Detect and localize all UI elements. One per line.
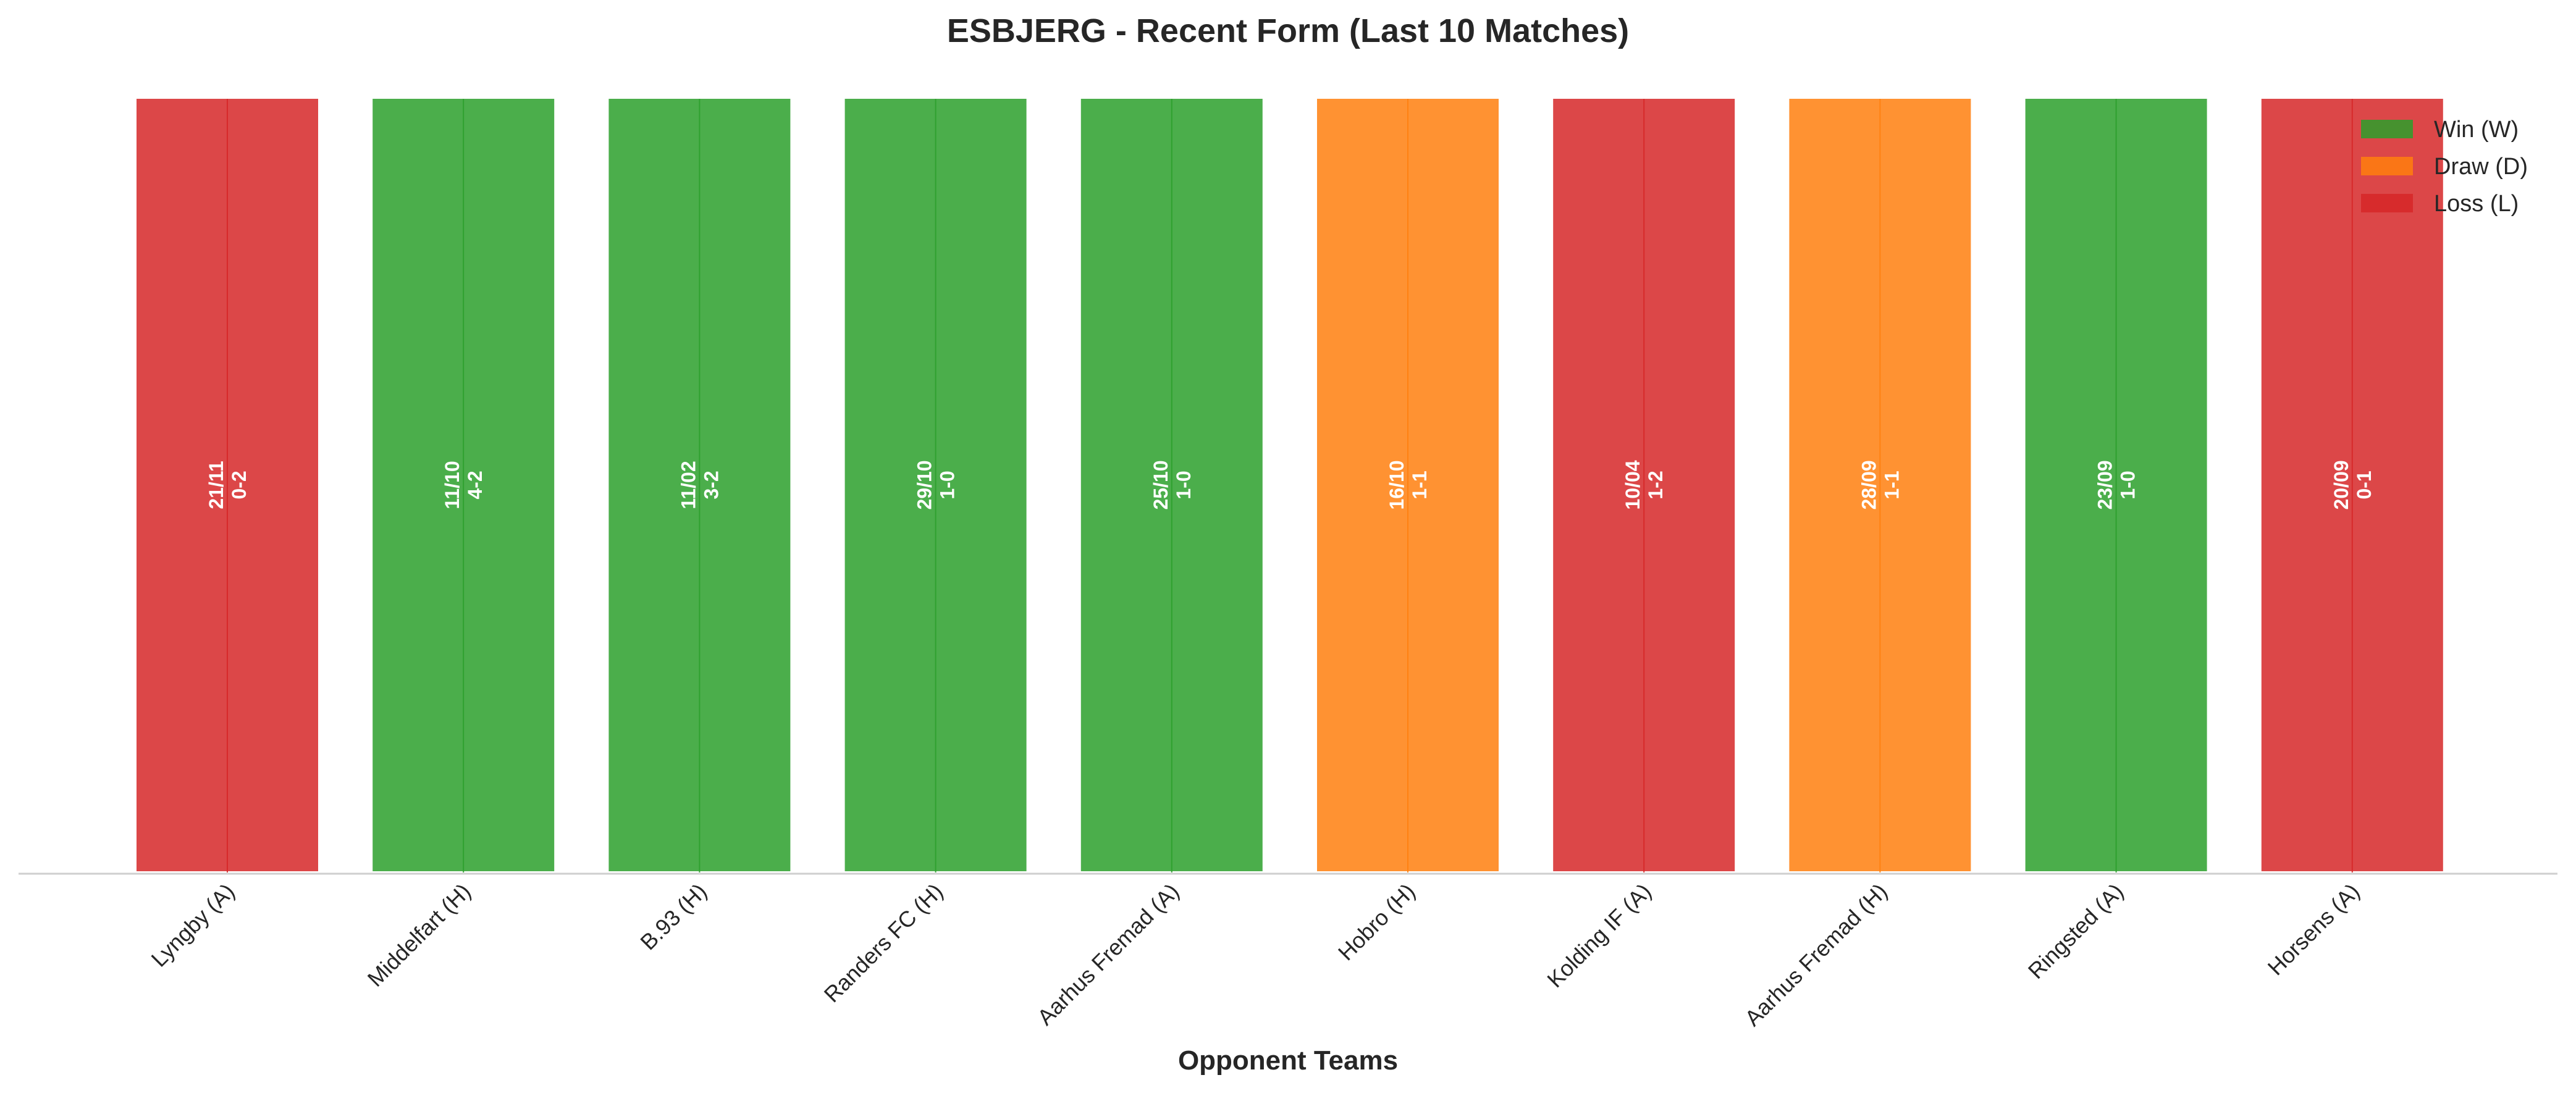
bar-data-label: 16/101-1 [1386, 460, 1431, 509]
chart-title: ESBJERG - Recent Form (Last 10 Matches) [947, 12, 1629, 49]
x-tick-label: Lyngby (A) [146, 879, 240, 972]
x-tick-label: Hobro (H) [1333, 879, 1420, 966]
bar-data-label: 29/101-0 [914, 460, 959, 509]
match-score: 0-2 [228, 471, 250, 499]
bar-data-label: 25/101-0 [1150, 460, 1195, 509]
x-tick-label: Randers FC (H) [819, 879, 948, 1008]
bar-data-label: 11/104-2 [441, 461, 486, 509]
match-date: 10/04 [1622, 460, 1644, 509]
tick-labels: Lyngby (A) Middelfart (H) B.93 (H) Randers … [146, 879, 2365, 1031]
legend-label: Loss (L) [2434, 191, 2519, 217]
legend-label: Draw (D) [2434, 154, 2528, 180]
x-tick-label: Ringsted (A) [2023, 879, 2128, 984]
match-score: 0-1 [2353, 471, 2375, 499]
bar-data-label: 10/041-2 [1622, 460, 1667, 509]
x-tick-label: Kolding IF (A) [1542, 879, 1656, 993]
match-score: 1-0 [1172, 471, 1195, 499]
match-date: 28/09 [1858, 460, 1880, 509]
x-tick-label: B.93 (H) [635, 879, 712, 955]
match-score: 4-2 [464, 471, 486, 499]
x-axis-label: Opponent Teams [1178, 1045, 1398, 1076]
bar-data-label: 28/091-1 [1858, 460, 1903, 509]
match-score: 1-2 [1644, 471, 1667, 499]
match-score: 1-0 [2117, 471, 2139, 499]
match-score: 1-1 [1880, 471, 1903, 499]
match-date: 11/10 [441, 461, 463, 509]
bar-data-label: 23/091-0 [2094, 460, 2139, 509]
legend: Win (W) Draw (D) Loss (L) [2361, 117, 2528, 217]
match-score: 1-1 [1408, 471, 1431, 499]
match-date: 25/10 [1150, 460, 1172, 509]
x-tick-label: Aarhus Fremad (A) [1032, 879, 1184, 1030]
bar-data-label: 11/023-2 [677, 461, 722, 509]
match-date: 23/09 [2094, 460, 2116, 509]
x-tick-label: Middelfart (H) [363, 879, 476, 992]
bars-layer: 21/110-2 11/104-2 11/023-2 29/101-0 25/101-0… [134, 96, 2446, 874]
legend-swatch [2361, 157, 2413, 175]
match-score: 3-2 [700, 471, 722, 499]
match-date: 21/11 [205, 461, 227, 509]
x-tick-label: Horsens (A) [2263, 879, 2365, 981]
legend-label: Win (W) [2434, 117, 2519, 143]
match-score: 1-0 [937, 471, 959, 499]
bar-data-label: 21/110-2 [205, 461, 250, 509]
match-date: 20/09 [2330, 460, 2352, 509]
match-date: 16/10 [1386, 460, 1408, 509]
legend-swatch [2361, 194, 2413, 212]
match-date: 11/02 [677, 461, 699, 509]
legend-swatch [2361, 120, 2413, 138]
match-date: 29/10 [914, 460, 936, 509]
x-tick-label: Aarhus Fremad (H) [1740, 879, 1892, 1031]
bar-data-label: 20/090-1 [2330, 460, 2375, 509]
